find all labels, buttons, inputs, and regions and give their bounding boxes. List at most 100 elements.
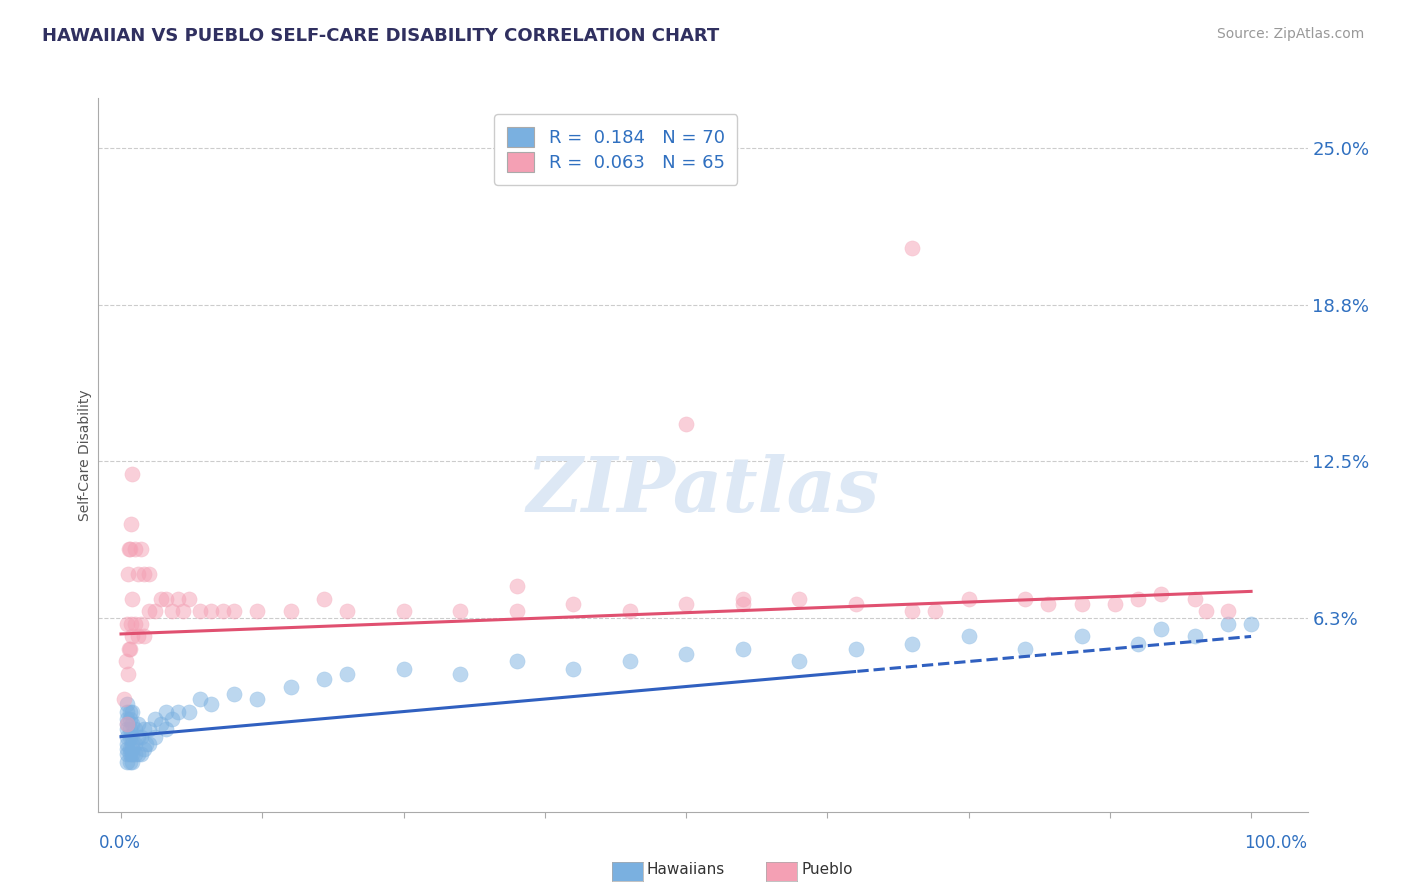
Point: [115, 717, 138, 731]
Point: [124, 747, 146, 761]
Point: [675, 597, 697, 611]
Text: Hawaiians: Hawaiians: [647, 863, 725, 877]
Point: [124, 541, 146, 556]
Point: [118, 642, 141, 657]
Y-axis label: Self-Care Disability: Self-Care Disability: [79, 389, 93, 521]
Point: [845, 642, 868, 657]
Point: [131, 616, 153, 631]
Text: Pueblo: Pueblo: [801, 863, 853, 877]
Point: [1104, 597, 1126, 611]
Point: [132, 722, 155, 736]
Point: [115, 717, 138, 731]
Point: [200, 697, 222, 711]
Point: [117, 566, 139, 581]
Point: [131, 730, 153, 744]
Point: [957, 591, 980, 606]
Point: [120, 722, 142, 736]
Point: [562, 662, 585, 676]
Point: [1218, 616, 1240, 631]
Point: [120, 642, 142, 657]
Point: [115, 730, 138, 744]
Point: [188, 692, 211, 706]
Point: [1014, 591, 1036, 606]
Point: [115, 742, 138, 756]
Point: [731, 597, 754, 611]
Point: [120, 755, 142, 769]
Point: [120, 541, 142, 556]
Point: [211, 604, 233, 618]
Point: [121, 747, 143, 761]
Point: [314, 591, 336, 606]
Point: [115, 747, 138, 761]
Point: [160, 604, 183, 618]
Point: [731, 642, 754, 657]
Point: [280, 680, 302, 694]
Point: [505, 604, 527, 618]
Point: [121, 630, 143, 644]
Point: [124, 616, 146, 631]
Text: 100.0%: 100.0%: [1244, 834, 1308, 852]
Point: [115, 616, 138, 631]
Point: [131, 747, 153, 761]
Point: [166, 705, 188, 719]
Point: [246, 604, 269, 618]
Point: [149, 591, 172, 606]
Point: [117, 667, 139, 681]
Point: [505, 655, 527, 669]
Text: ZIPatlas: ZIPatlas: [526, 454, 880, 527]
Point: [121, 717, 143, 731]
Point: [731, 591, 754, 606]
Point: [1195, 604, 1218, 618]
Point: [131, 541, 153, 556]
Point: [115, 755, 138, 769]
Point: [155, 722, 177, 736]
Point: [505, 579, 527, 593]
Point: [901, 604, 924, 618]
Point: [127, 566, 149, 581]
Point: [121, 737, 143, 751]
Point: [132, 742, 155, 756]
Point: [120, 730, 142, 744]
Point: [115, 705, 138, 719]
Point: [336, 667, 359, 681]
Point: [138, 604, 160, 618]
Point: [112, 692, 135, 706]
Point: [280, 604, 302, 618]
Point: [149, 717, 172, 731]
Point: [449, 667, 471, 681]
Point: [135, 737, 157, 751]
Point: [200, 604, 222, 618]
Point: [222, 604, 245, 618]
Point: [1240, 616, 1263, 631]
Point: [120, 742, 142, 756]
Point: [172, 604, 194, 618]
Point: [177, 705, 200, 719]
Point: [675, 417, 697, 431]
Point: [121, 730, 143, 744]
Point: [957, 630, 980, 644]
Point: [1126, 591, 1149, 606]
Point: [1036, 597, 1059, 611]
Point: [449, 604, 471, 618]
Text: HAWAIIAN VS PUEBLO SELF-CARE DISABILITY CORRELATION CHART: HAWAIIAN VS PUEBLO SELF-CARE DISABILITY …: [42, 27, 720, 45]
Point: [127, 630, 149, 644]
Point: [336, 604, 359, 618]
Point: [1126, 637, 1149, 651]
Point: [222, 687, 245, 701]
Point: [155, 705, 177, 719]
Point: [143, 730, 166, 744]
Point: [1184, 630, 1206, 644]
Point: [124, 737, 146, 751]
Point: [619, 604, 641, 618]
Point: [115, 697, 138, 711]
Point: [127, 717, 149, 731]
Point: [118, 541, 141, 556]
Point: [138, 566, 160, 581]
Point: [115, 712, 138, 726]
Point: [120, 747, 142, 761]
Point: [143, 712, 166, 726]
Point: [1070, 597, 1092, 611]
Point: [787, 591, 810, 606]
Legend: R =  0.184   N = 70, R =  0.063   N = 65: R = 0.184 N = 70, R = 0.063 N = 65: [495, 114, 737, 185]
Point: [138, 722, 160, 736]
